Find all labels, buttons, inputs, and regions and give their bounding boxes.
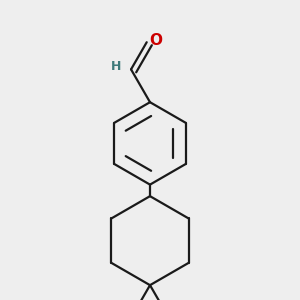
Text: H: H xyxy=(111,60,122,73)
Text: O: O xyxy=(149,33,162,48)
